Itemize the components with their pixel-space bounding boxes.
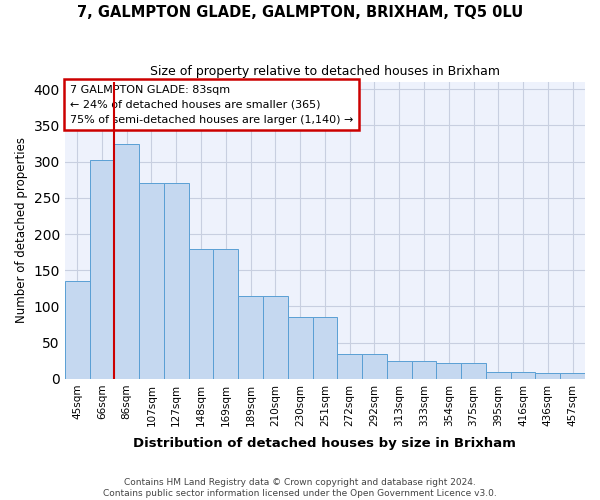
Text: Contains HM Land Registry data © Crown copyright and database right 2024.
Contai: Contains HM Land Registry data © Crown c… [103,478,497,498]
Title: Size of property relative to detached houses in Brixham: Size of property relative to detached ho… [150,65,500,78]
Bar [337,354,362,379]
Bar [511,372,535,379]
Bar [387,361,412,379]
Bar [89,160,115,379]
Bar [560,373,585,379]
Bar [436,363,461,379]
Bar [164,184,188,379]
Bar [188,248,214,379]
Bar [115,144,139,379]
Bar [486,372,511,379]
Bar [263,296,288,379]
Bar [65,281,89,379]
Y-axis label: Number of detached properties: Number of detached properties [15,138,28,324]
Text: 7, GALMPTON GLADE, GALMPTON, BRIXHAM, TQ5 0LU: 7, GALMPTON GLADE, GALMPTON, BRIXHAM, TQ… [77,5,523,20]
Bar [238,296,263,379]
X-axis label: Distribution of detached houses by size in Brixham: Distribution of detached houses by size … [133,437,517,450]
Bar [412,361,436,379]
Bar [139,184,164,379]
Bar [535,373,560,379]
Bar [313,318,337,379]
Text: 7 GALMPTON GLADE: 83sqm
← 24% of detached houses are smaller (365)
75% of semi-d: 7 GALMPTON GLADE: 83sqm ← 24% of detache… [70,85,353,124]
Bar [214,248,238,379]
Bar [461,363,486,379]
Bar [362,354,387,379]
Bar [288,318,313,379]
